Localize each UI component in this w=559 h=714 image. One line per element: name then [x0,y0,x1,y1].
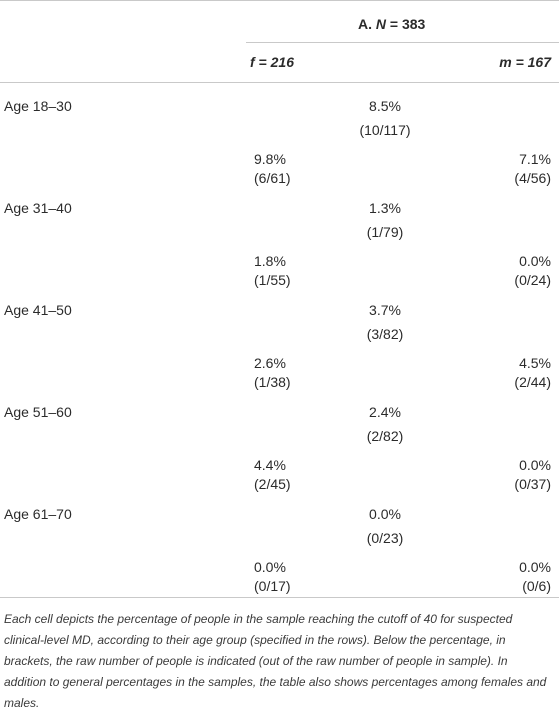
row-label: Age 51–60 [4,404,72,420]
female-percentage: 0.0% [254,559,286,575]
overall-percentage: 3.7% [369,302,401,318]
overall-percentage: 1.3% [369,200,401,216]
male-count: (0/37) [514,476,551,492]
female-percentage: 1.8% [254,253,286,269]
male-count: (0/24) [514,272,551,288]
header-divider [246,42,559,43]
female-percentage: 2.6% [254,355,286,371]
bottom-rule [0,597,559,598]
female-count: (1/38) [254,374,291,390]
female-count: (2/45) [254,476,291,492]
n-value: = 383 [389,16,426,32]
female-percentage: 4.4% [254,457,286,473]
overall-percentage: 2.4% [369,404,401,420]
header-bottom-rule [0,82,559,83]
overall-percentage: 0.0% [369,506,401,522]
panel-prefix: A. [358,16,372,32]
male-count: (0/6) [522,578,551,594]
overall-count: (10/117) [359,122,411,138]
male-percentage: 7.1% [519,151,551,167]
overall-count: (1/79) [366,224,404,240]
overall-count: (0/23) [366,530,404,546]
female-count: (0/17) [254,578,291,594]
male-count: (4/56) [514,170,551,186]
row-label: Age 18–30 [4,98,72,114]
male-count: (2/44) [514,374,551,390]
n-variable: N [375,16,387,32]
female-column-header: f = 216 [250,54,294,70]
overall-count: (3/82) [366,326,404,342]
overall-percentage: 8.5% [369,98,401,114]
table-footnote: Each cell depicts the percentage of peop… [4,612,547,710]
row-label: Age 41–50 [4,302,72,318]
male-percentage: 0.0% [519,457,551,473]
overall-count: (2/82) [366,428,404,444]
male-column-header: m = 167 [499,54,551,70]
female-percentage: 9.8% [254,151,286,167]
male-percentage: 0.0% [519,253,551,269]
panel-header: A. N = 383 [358,16,425,32]
row-label: Age 31–40 [4,200,72,216]
male-percentage: 4.5% [519,355,551,371]
male-percentage: 0.0% [519,559,551,575]
female-count: (6/61) [254,170,291,186]
row-label: Age 61–70 [4,506,72,522]
female-count: (1/55) [254,272,291,288]
top-rule [0,0,559,1]
